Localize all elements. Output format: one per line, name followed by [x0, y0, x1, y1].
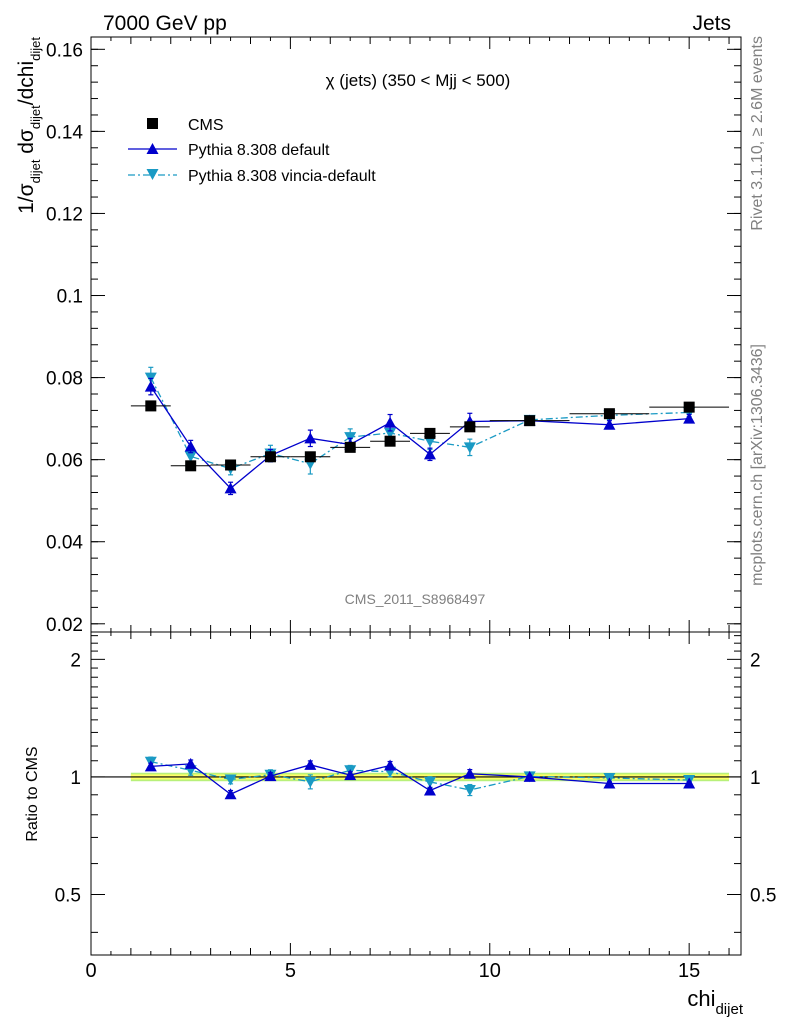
ratio-panel-frame — [90, 631, 742, 956]
data-point-ratio-pythia-default — [683, 777, 696, 789]
mcplots-source-text: mcplots.cern.ch [arXiv:1306.3436] — [749, 344, 766, 586]
data-point-ratio-pythia-default — [423, 784, 436, 796]
ratio-y-tick-label-right: 0.5 — [750, 886, 776, 907]
main-y-tick-label: 0.02 — [46, 615, 83, 636]
data-point-ratio-pythia-default — [523, 770, 536, 782]
data-point-ratio-pythia-default — [144, 760, 157, 772]
ratio-panel: 0 5 10 15 0.5 0.5 1 1 2 2 Ratio to CMS chidijet — [24, 631, 776, 1018]
data-point-cms — [304, 451, 316, 463]
ratio-y-tick-label-right: 1 — [750, 768, 761, 789]
main-data — [130, 366, 730, 496]
header-left: 7000 GeV pp — [103, 12, 227, 35]
data-point-pythia-default — [603, 418, 616, 430]
header-right: Jets — [692, 12, 731, 35]
data-point-pythia-default — [304, 432, 317, 444]
legend: CMS Pythia 8.308 default Pythia 8.308 vi… — [128, 117, 376, 185]
series-line-pythia-default — [150, 386, 690, 490]
data-point-pythia-default — [384, 416, 397, 428]
data-point-cms — [225, 459, 237, 471]
legend-entry-pythia-vincia: Pythia 8.308 vincia-default — [128, 168, 376, 185]
x-axis-label: chidijet — [687, 986, 743, 1018]
main-y-tick-label: 0.08 — [46, 369, 83, 390]
legend-entry-pythia-default: Pythia 8.308 default — [128, 142, 330, 159]
data-point-ratio-pythia-vincia — [423, 776, 436, 788]
data-point-ratio-pythia-vincia — [463, 784, 476, 796]
series-pythia-vincia — [144, 366, 696, 476]
data-point-pythia-default — [184, 440, 197, 452]
main-y-tick-label: 0.14 — [46, 122, 83, 143]
ratio-y-tick-label-right: 2 — [750, 650, 761, 671]
legend-label-pythia-default: Pythia 8.308 default — [188, 142, 330, 159]
data-point-ratio-pythia-default — [264, 770, 277, 782]
legend-entry-cms: CMS — [147, 117, 224, 134]
series-line-ratio-pythia-default — [150, 763, 690, 795]
data-point-ratio-pythia-default — [224, 788, 237, 800]
main-y-tick-label: 0.04 — [46, 533, 83, 554]
data-point-cms — [603, 408, 615, 420]
x-tick-label: 10 — [479, 960, 501, 982]
data-point-ratio-pythia-default — [184, 757, 197, 769]
data-point-cms — [145, 400, 157, 412]
data-point-ratio-pythia-default — [463, 767, 476, 779]
main-y-tick-label: 0.06 — [46, 451, 83, 472]
data-point-ratio-pythia-vincia — [304, 776, 317, 788]
ratio-data — [144, 756, 696, 800]
data-point-pythia-vincia — [463, 442, 476, 454]
data-point-pythia-default — [144, 380, 157, 392]
data-point-cms — [185, 460, 197, 472]
legend-marker-pythia-vincia — [146, 169, 159, 180]
ratio-y-tick-label: 1 — [70, 768, 81, 789]
data-point-ratio-pythia-vincia — [224, 774, 237, 786]
ratio-y-axis-label: Ratio to CMS — [24, 746, 41, 841]
data-point-ratio-pythia-default — [603, 777, 616, 789]
data-point-ratio-pythia-default — [384, 759, 397, 771]
data-point-cms — [384, 435, 396, 447]
data-point-ratio-pythia-default — [304, 758, 317, 770]
main-y-tick-label: 0.12 — [46, 204, 83, 225]
rivet-version-text: Rivet 3.1.10, ≥ 2.6M events — [749, 36, 766, 231]
series-line-pythia-vincia — [150, 377, 690, 470]
legend-marker-pythia-default — [146, 143, 159, 154]
analysis-watermark: CMS_2011_S8968497 — [345, 591, 486, 607]
main-axes: 0.02 0.04 0.06 0.08 0.1 0.12 0.14 0.16 — [46, 37, 741, 636]
series-ratio-pythia-default — [144, 757, 696, 800]
ratio-band — [91, 772, 741, 782]
x-tick-label: 5 — [285, 960, 296, 982]
data-point-pythia-vincia — [344, 432, 357, 444]
legend-marker-cms — [147, 118, 158, 129]
series-cms — [130, 400, 730, 472]
main-y-tick-label: 0.1 — [57, 287, 83, 308]
main-y-axis-label: 1/σdijet dσdijet/dchidijet — [15, 37, 43, 214]
main-panel: 0.02 0.04 0.06 0.08 0.1 0.12 0.14 0.16 χ (jets)… — [15, 36, 742, 636]
data-point-pythia-vincia — [423, 436, 436, 448]
plot-title: χ (jets) (350 < Mjj < 500) — [326, 71, 511, 90]
data-point-cms — [464, 421, 476, 433]
series-line-ratio-pythia-vincia — [150, 761, 690, 791]
data-point-cms — [424, 427, 436, 439]
ratio-y-tick-label: 0.5 — [55, 886, 81, 907]
data-point-pythia-default — [224, 482, 237, 494]
x-tick-label: 15 — [678, 960, 700, 982]
legend-label-pythia-vincia: Pythia 8.308 vincia-default — [188, 168, 376, 185]
data-point-cms — [524, 415, 536, 427]
x-tick-label: 0 — [85, 960, 96, 982]
legend-label-cms: CMS — [188, 117, 224, 134]
data-point-pythia-default — [423, 448, 436, 460]
ratio-axes: 0 5 10 15 0.5 0.5 1 1 2 2 — [55, 632, 776, 982]
data-point-cms — [683, 401, 695, 413]
series-pythia-default — [144, 377, 696, 496]
data-point-cms — [264, 451, 276, 463]
data-point-pythia-default — [683, 412, 696, 424]
data-point-cms — [344, 441, 356, 453]
data-point-ratio-pythia-default — [344, 769, 357, 781]
data-point-pythia-vincia — [184, 451, 197, 463]
data-point-pythia-vincia — [384, 427, 397, 439]
main-y-tick-label: 0.16 — [46, 40, 83, 61]
ratio-y-tick-label: 2 — [70, 650, 81, 671]
